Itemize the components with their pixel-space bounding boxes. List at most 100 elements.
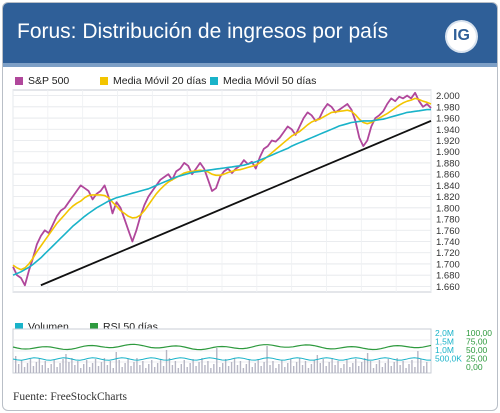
volume-bar xyxy=(242,368,245,373)
volume-bar xyxy=(186,367,188,373)
volume-bar xyxy=(378,360,381,373)
volume-bar xyxy=(248,360,251,373)
volume-bar xyxy=(292,366,295,373)
volume-bar xyxy=(423,366,425,373)
source-note: Fuente: FreeStockCharts xyxy=(13,391,128,403)
volume-bar xyxy=(17,364,20,373)
y-tick-label: 1.760 xyxy=(436,226,460,237)
y-tick-label: 1.660 xyxy=(436,282,460,293)
volume-bar xyxy=(316,355,319,373)
volume-bar xyxy=(219,367,221,373)
volume-bar xyxy=(44,361,46,373)
legend-sp500: S&P 500 xyxy=(15,75,69,87)
volume-bar xyxy=(278,364,280,373)
volume-bar xyxy=(355,359,357,373)
volume-bar xyxy=(180,364,182,373)
volume-bar xyxy=(59,363,61,373)
y-tick-label: 1.720 xyxy=(436,248,460,259)
volume-bar xyxy=(100,362,103,373)
volume-bar xyxy=(405,368,407,373)
legend-swatch xyxy=(210,77,218,85)
y-tick-label: 1.800 xyxy=(436,203,460,214)
y-tick-label: 1.980 xyxy=(436,102,460,113)
legend-swatch xyxy=(100,77,108,85)
volume-bar xyxy=(236,365,239,373)
volume-bar xyxy=(245,364,248,373)
y-tick-label: 1.740 xyxy=(436,237,460,248)
volume-bar xyxy=(266,346,268,373)
volume-bar xyxy=(127,359,129,373)
volume-bar xyxy=(26,363,29,373)
volume-bar xyxy=(29,359,32,373)
y-tick-label: 1.860 xyxy=(436,170,460,181)
rsi-axis-label: 50,00 xyxy=(466,345,488,355)
rsi-axis-label: 0,00 xyxy=(466,362,483,372)
volume-bar xyxy=(420,359,422,373)
volume-bar xyxy=(260,366,262,373)
volume-bar xyxy=(275,368,277,373)
volume-bar xyxy=(393,362,395,373)
legend-label: Media Móvil 50 días xyxy=(223,75,317,87)
volume-bar xyxy=(331,358,333,373)
y-tick-label: 2.000 xyxy=(436,91,460,102)
volume-bar xyxy=(387,359,389,373)
volume-bar xyxy=(115,352,117,373)
volume-bar xyxy=(53,360,55,373)
volume-bar xyxy=(71,358,73,373)
volume-bar xyxy=(340,368,342,373)
volume-bar xyxy=(151,360,153,373)
legend-ma20: Media Móvil 20 días xyxy=(100,75,206,87)
volume-bar xyxy=(68,362,70,373)
volume-bar xyxy=(301,365,304,373)
volume-bar xyxy=(118,360,120,373)
volume-bar xyxy=(304,361,307,373)
volume-bar xyxy=(130,366,132,373)
volume-bar xyxy=(177,368,180,373)
volume-bar xyxy=(230,362,233,373)
volume-bar xyxy=(204,365,206,373)
volume-bar xyxy=(94,359,97,373)
header: Forus: Distribución de ingresos por país… xyxy=(3,3,497,67)
y-tick-label: 1.780 xyxy=(436,215,460,226)
volume-bar xyxy=(322,359,324,373)
volume-axis-label: 1,5M xyxy=(435,337,454,347)
volume-bar xyxy=(287,363,289,373)
ig-logo: IG xyxy=(447,22,476,51)
volume-bar xyxy=(198,362,200,373)
volume-bar xyxy=(307,368,310,373)
volume-bar xyxy=(171,365,174,373)
rsi-line xyxy=(12,343,432,351)
page-title: Forus: Distribución de ingresos por país xyxy=(17,20,389,43)
y-tick-label: 1.820 xyxy=(436,192,460,203)
volume-bar xyxy=(328,362,330,373)
volume-bar xyxy=(65,354,67,373)
y-tick-label: 1.700 xyxy=(436,259,460,270)
volume-axis-label: 2,0M xyxy=(435,328,454,338)
volume-bar xyxy=(210,368,212,373)
y-tick-label: 1.960 xyxy=(436,114,460,125)
volume-bar xyxy=(284,367,286,373)
volume-bar xyxy=(83,364,85,373)
volume-bar xyxy=(414,367,416,373)
volume-bar xyxy=(35,362,38,373)
volume-bar xyxy=(233,358,236,373)
legend-ma50: Media Móvil 50 días xyxy=(210,75,316,87)
logo-text: IG xyxy=(453,27,470,44)
y-tick-label: 1.920 xyxy=(436,136,460,147)
volume-bar xyxy=(272,361,274,373)
volume-bar xyxy=(15,356,17,373)
y-tick-label: 1.940 xyxy=(436,125,460,136)
volume-bar xyxy=(254,363,256,373)
volume-bar xyxy=(325,366,327,373)
volume-bar xyxy=(106,365,109,373)
trend-line xyxy=(40,120,432,287)
volume-bar xyxy=(239,361,242,373)
volume-bar xyxy=(56,367,58,373)
volume-bar xyxy=(88,367,91,373)
volume-bar xyxy=(263,362,265,373)
volume-bar xyxy=(207,361,209,373)
volume-bar xyxy=(366,353,369,373)
volume-bar xyxy=(195,366,197,373)
volume-bar xyxy=(74,365,76,373)
